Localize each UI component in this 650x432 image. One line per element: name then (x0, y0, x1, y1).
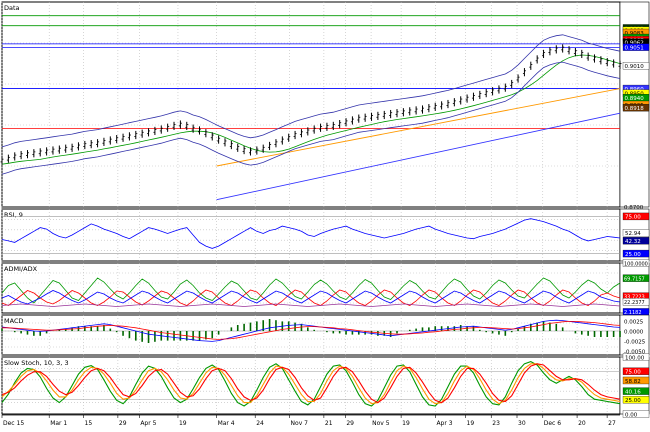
x-tick-label-4: Apr 5 (140, 420, 156, 427)
x-tick-label-3: 29 (119, 420, 127, 427)
x-tick-label-8: Nov 7 (291, 420, 309, 427)
panel-frame-0 (1, 1, 621, 208)
rsi-label-box-2 (622, 237, 650, 245)
macd-tick-label-1: 0.0000 (624, 329, 644, 335)
stoch-tick-label-3: 40.16 (625, 389, 641, 395)
x-tick-label-6: Mar 4 (218, 420, 235, 427)
adx-label-box-1 (622, 274, 650, 282)
rsi-label-box-1 (622, 229, 650, 237)
adx-tick-label-0: 100.0000 (624, 261, 648, 267)
price-label-box-12 (622, 104, 650, 112)
adx-tick-label-2: 33.7223 (624, 294, 645, 300)
panel-title-2: ADMI/ADX (4, 265, 38, 273)
x-tick-label-14: 19 (467, 420, 475, 427)
macd-series-1 (2, 321, 621, 340)
x-tick-label-1: Mar 1 (50, 420, 67, 427)
moving-average-line (1, 54, 621, 165)
adx-tick-label-4: 2.1182 (624, 310, 642, 316)
price-label-12: 0.8918 (625, 106, 645, 112)
channel-line-0 (216, 112, 621, 201)
adx-series-3 (1, 303, 621, 307)
adx-tick-label-3: 22.2377 (624, 300, 645, 306)
stoch-label-box-0 (622, 353, 650, 361)
adx-series-0 (1, 277, 621, 304)
macd-tick-label-0: 0.0025 (624, 319, 644, 325)
adx-label-box-3 (622, 298, 650, 306)
x-tick-label-0: Dec 15 (3, 420, 24, 427)
x-tick-label-7: 24 (256, 420, 264, 427)
x-tick-label-15: 23 (492, 420, 500, 427)
adx-tick-label-1: 69.7157 (624, 276, 645, 282)
upper-band-line (1, 34, 621, 148)
rsi-label-box-3 (622, 249, 650, 258)
rsi-tick-label-3: 25.00 (625, 252, 641, 258)
x-tick-label-11: Nov 5 (372, 420, 390, 427)
panel-title-1: RSI, 9 (4, 211, 23, 219)
macd-tick-label-3: -0.0050 (624, 349, 646, 355)
stoch-label-box-2 (622, 376, 650, 385)
stoch-label-box-1 (622, 367, 650, 375)
x-tick-label-18: 20 (578, 420, 586, 427)
price-label-2: 0.9083 (625, 31, 645, 37)
x-tick-label-16: 30 (518, 420, 526, 427)
channel-line-1 (216, 88, 621, 167)
stoch-series-1 (1, 363, 621, 405)
rsi-line (1, 218, 621, 249)
price-label-10: 0.8940 (625, 96, 645, 102)
x-tick-label-17: Dec 6 (544, 420, 562, 427)
x-tick-label-9: 21 (325, 420, 333, 427)
lower-band-line (1, 61, 621, 175)
rsi-tick-label-0: 75.00 (625, 215, 641, 221)
stoch-tick-label-1: 75.00 (625, 370, 641, 376)
stoch-tick-label-0: 100.00 (625, 355, 645, 361)
stoch-series-2 (1, 363, 621, 404)
rsi-tick-label-2: 42.32 (625, 239, 641, 245)
price-label-box-6 (622, 43, 650, 51)
x-tick-label-10: 29 (346, 420, 354, 427)
adx-series-2 (1, 290, 621, 305)
stoch-label-box-4 (622, 396, 650, 404)
x-tick-label-19: 27 (608, 420, 616, 427)
price-label-7: 0.9010 (625, 64, 645, 70)
stoch-tick-label-2: 58.82 (625, 379, 641, 385)
price-tick-label-0: 0.8700 (624, 205, 644, 211)
panel-title-0: Data (4, 4, 20, 12)
stoch-label-box-5 (622, 410, 650, 418)
macd-series-0 (1, 319, 621, 342)
price-label-5: 0.9062 (625, 40, 644, 46)
price-label-box-7 (622, 62, 650, 70)
stoch-tick-label-4: 25.00 (625, 398, 641, 404)
price-label-6: 0.9051 (625, 45, 644, 51)
rsi-tick-label-1: 52.94 (625, 231, 641, 237)
panel-4-label-strip (619, 356, 650, 415)
panel-frame-3 (1, 314, 621, 356)
panel-frame-4 (1, 356, 621, 415)
macd-tick-label-2: -0.0025 (624, 339, 646, 345)
x-tick-label-2: 15 (85, 420, 93, 427)
x-tick-label-12: 19 (402, 420, 410, 427)
stoch-tick-label-5: 0.00 (625, 412, 638, 418)
stoch-label-box-3 (622, 387, 650, 395)
panel-title-4: Slow Stoch, 10, 3, 3 (4, 359, 69, 367)
panel-frame-1 (1, 208, 621, 262)
adx-label-box-0 (622, 259, 650, 267)
x-tick-label-5: 19 (179, 420, 187, 427)
rsi-label-box-0 (622, 212, 650, 221)
x-tick-label-13: Apr 3 (436, 420, 452, 427)
panel-title-3: MACD (4, 317, 23, 325)
adx-series-1 (1, 289, 621, 306)
